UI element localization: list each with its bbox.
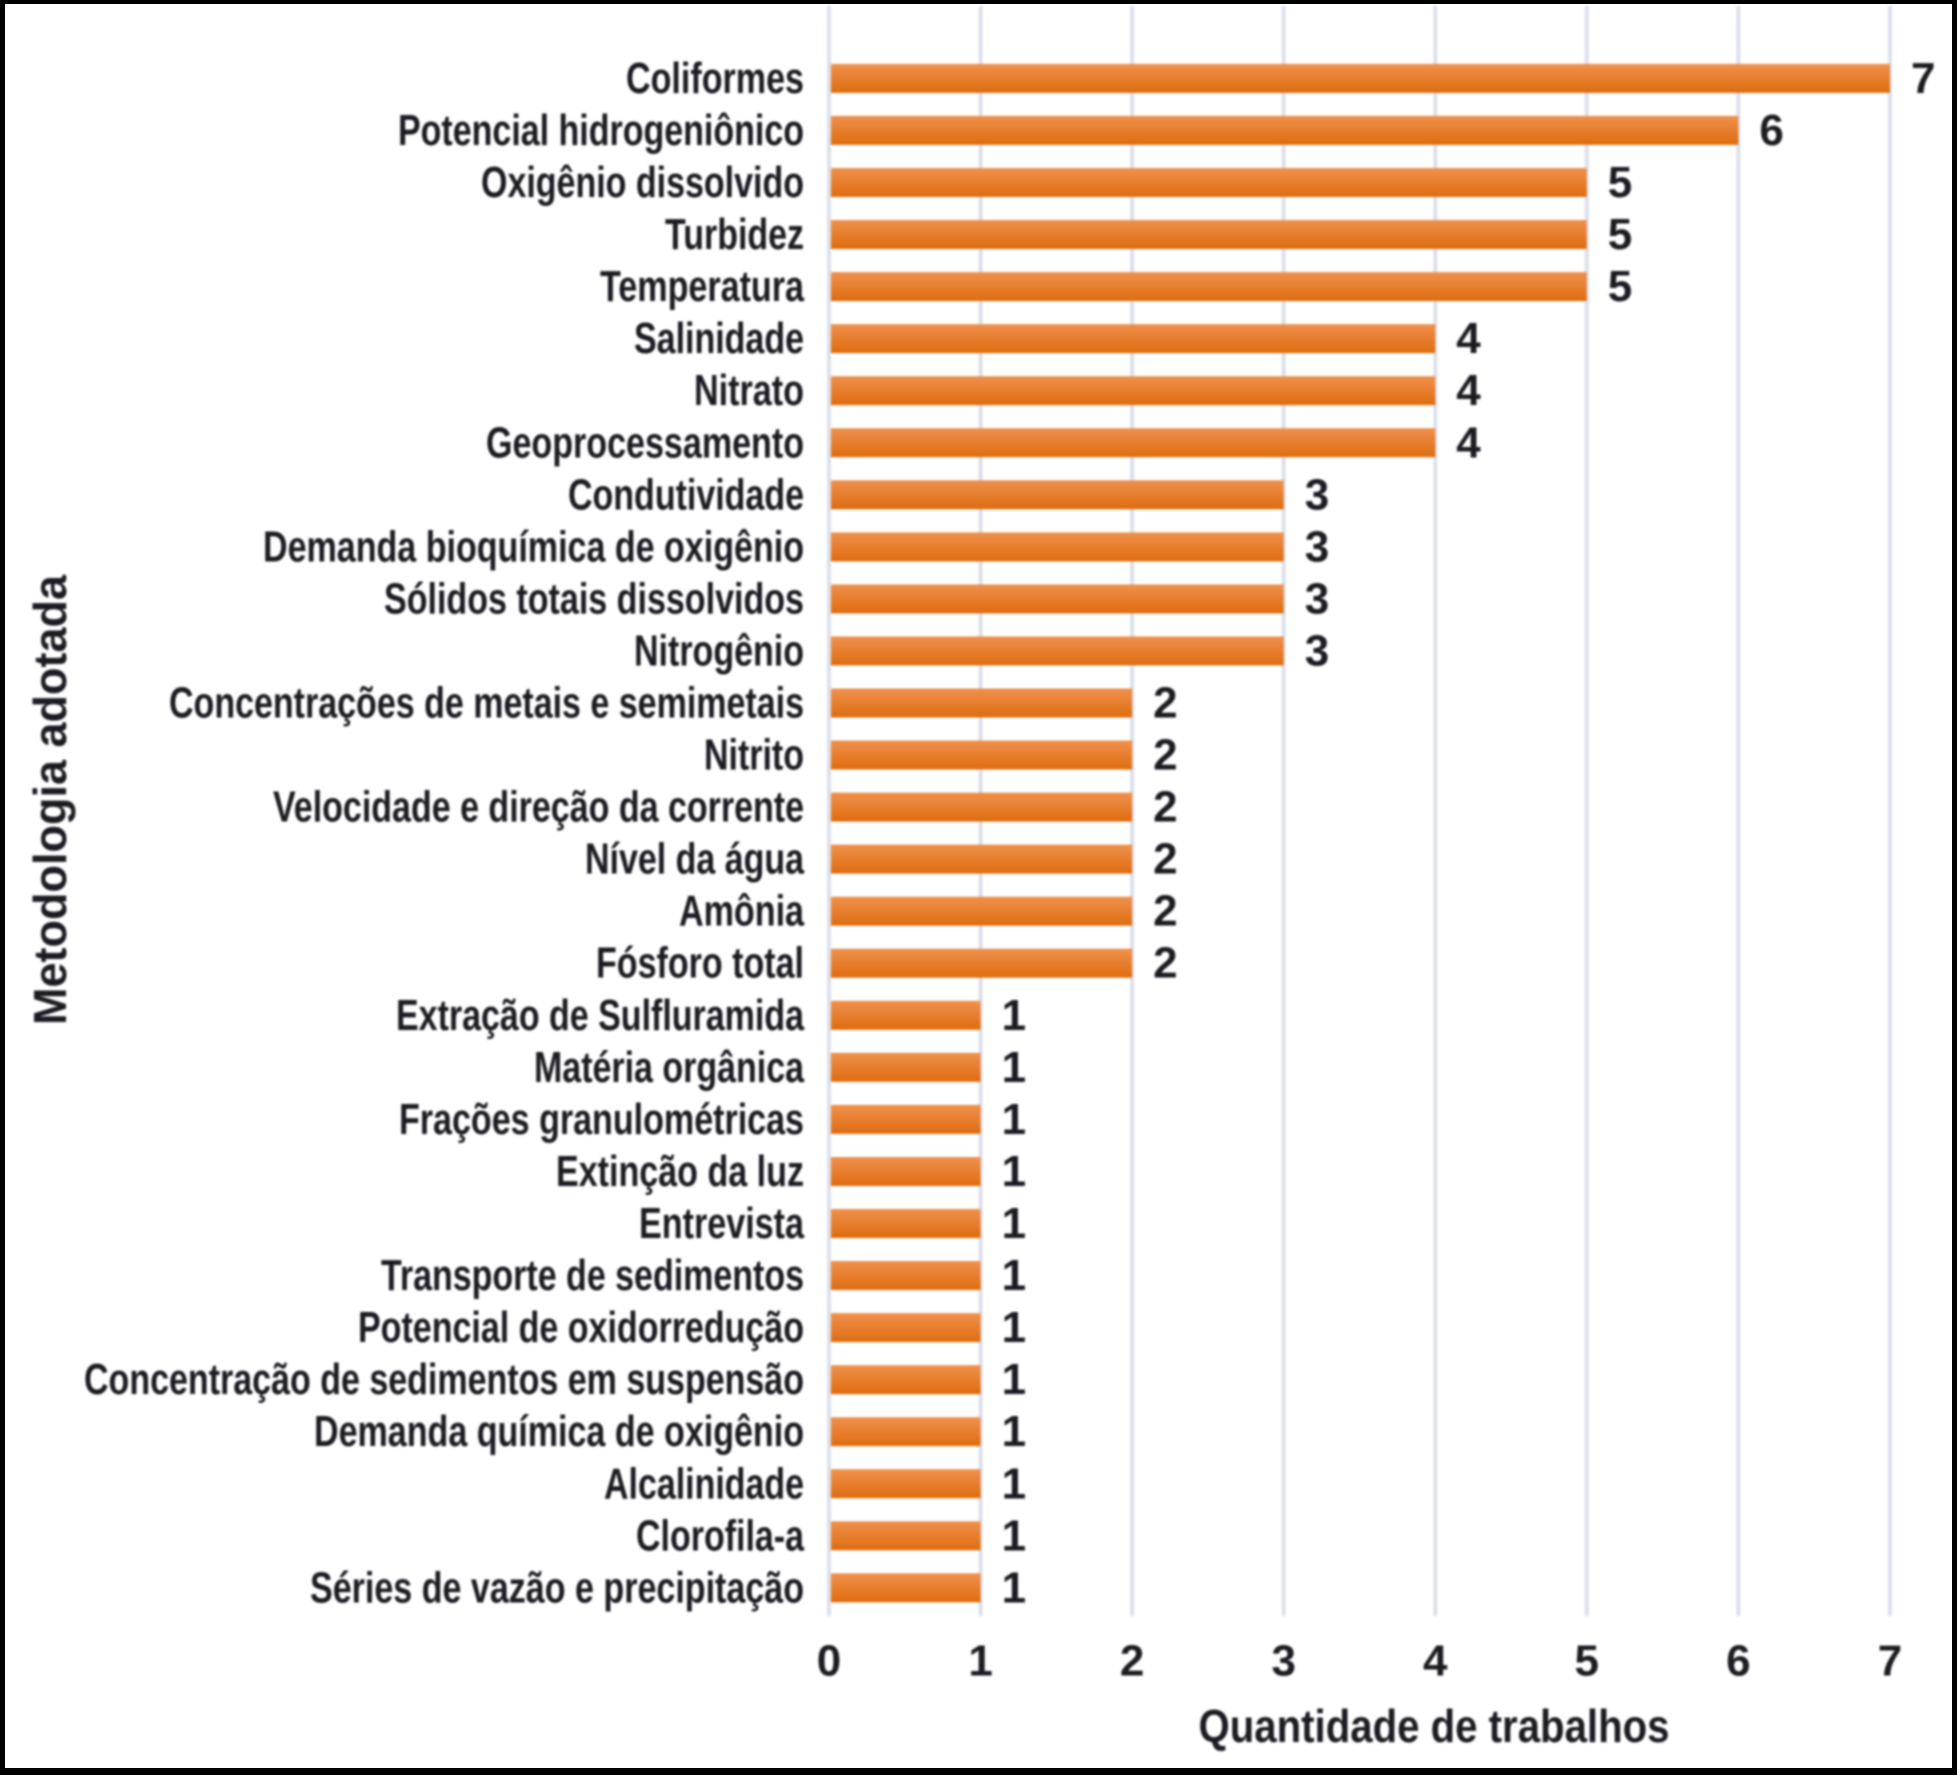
svg-text:Clorofila-a: Clorofila-a bbox=[636, 1511, 804, 1560]
svg-text:2: 2 bbox=[1153, 679, 1177, 728]
svg-text:4: 4 bbox=[1456, 314, 1481, 363]
svg-text:Oxigênio dissolvido: Oxigênio dissolvido bbox=[481, 158, 804, 207]
svg-text:1: 1 bbox=[1002, 1095, 1026, 1144]
svg-text:2: 2 bbox=[1153, 887, 1177, 936]
svg-text:Entrevista: Entrevista bbox=[639, 1199, 804, 1248]
svg-text:Concentração de sedimentos em: Concentração de sedimentos em suspensão bbox=[84, 1355, 804, 1404]
svg-text:1: 1 bbox=[1002, 1407, 1026, 1456]
svg-text:Amônia: Amônia bbox=[679, 887, 804, 936]
svg-text:1: 1 bbox=[1002, 1251, 1026, 1300]
svg-text:Séries de vazão e precipitação: Séries de vazão e precipitação bbox=[310, 1563, 804, 1612]
svg-text:2: 2 bbox=[1153, 835, 1177, 884]
svg-text:Nitrato: Nitrato bbox=[694, 366, 804, 415]
svg-text:Concentrações de metais e semi: Concentrações de metais e semimetais bbox=[169, 679, 804, 728]
svg-text:Potencial hidrogeniônico: Potencial hidrogeniônico bbox=[398, 106, 804, 155]
svg-text:Matéria orgânica: Matéria orgânica bbox=[534, 1043, 804, 1092]
svg-text:Velocidade e direção da corren: Velocidade e direção da corrente bbox=[273, 783, 804, 832]
svg-text:0: 0 bbox=[817, 1637, 841, 1686]
svg-text:3: 3 bbox=[1305, 574, 1329, 623]
svg-text:Temperatura: Temperatura bbox=[600, 262, 804, 311]
svg-text:Potencial de oxidorredução: Potencial de oxidorredução bbox=[358, 1303, 804, 1352]
svg-text:Alcalinidade: Alcalinidade bbox=[604, 1459, 804, 1508]
svg-text:5: 5 bbox=[1575, 1637, 1599, 1686]
svg-text:Metodologia adotada: Metodologia adotada bbox=[24, 575, 76, 1025]
svg-text:Geoprocessamento: Geoprocessamento bbox=[486, 418, 804, 467]
svg-text:1: 1 bbox=[1002, 1043, 1026, 1092]
svg-text:7: 7 bbox=[1878, 1637, 1902, 1686]
svg-text:3: 3 bbox=[1271, 1637, 1295, 1686]
svg-text:1: 1 bbox=[968, 1637, 992, 1686]
svg-text:1: 1 bbox=[1002, 1147, 1026, 1196]
svg-text:5: 5 bbox=[1608, 158, 1632, 207]
svg-text:3: 3 bbox=[1305, 522, 1329, 571]
svg-text:Sólidos totais dissolvidos: Sólidos totais dissolvidos bbox=[384, 574, 804, 623]
svg-text:Coliformes: Coliformes bbox=[626, 54, 804, 103]
svg-text:1: 1 bbox=[1002, 1563, 1026, 1612]
svg-text:Turbidez: Turbidez bbox=[665, 210, 804, 259]
svg-text:2: 2 bbox=[1153, 783, 1177, 832]
svg-text:Salinidade: Salinidade bbox=[634, 314, 804, 363]
svg-text:Extração de Sulfluramida: Extração de Sulfluramida bbox=[396, 991, 804, 1040]
svg-text:1: 1 bbox=[1002, 1355, 1026, 1404]
svg-text:2: 2 bbox=[1153, 731, 1177, 780]
svg-text:6: 6 bbox=[1759, 106, 1783, 155]
svg-text:Nitrito: Nitrito bbox=[704, 731, 804, 780]
svg-text:Nitrogênio: Nitrogênio bbox=[634, 626, 804, 675]
svg-text:Transporte de sedimentos: Transporte de sedimentos bbox=[381, 1251, 804, 1300]
svg-text:1: 1 bbox=[1002, 1303, 1026, 1352]
svg-text:Demanda química de oxigênio: Demanda química de oxigênio bbox=[314, 1407, 804, 1456]
svg-text:Quantidade de trabalhos: Quantidade de trabalhos bbox=[1199, 1700, 1670, 1752]
svg-text:1: 1 bbox=[1002, 1511, 1026, 1560]
svg-text:1: 1 bbox=[1002, 1459, 1026, 1508]
svg-text:5: 5 bbox=[1608, 262, 1632, 311]
svg-text:Extinção da luz: Extinção da luz bbox=[556, 1147, 804, 1196]
svg-text:3: 3 bbox=[1305, 626, 1329, 675]
svg-text:7: 7 bbox=[1911, 54, 1935, 103]
svg-text:4: 4 bbox=[1456, 418, 1481, 467]
svg-text:1: 1 bbox=[1002, 1199, 1026, 1248]
svg-text:Fósforo total: Fósforo total bbox=[596, 939, 804, 988]
svg-text:Condutividade: Condutividade bbox=[568, 470, 804, 519]
svg-text:3: 3 bbox=[1305, 470, 1329, 519]
svg-text:1: 1 bbox=[1002, 991, 1026, 1040]
svg-text:5: 5 bbox=[1608, 210, 1632, 259]
svg-text:Frações granulométricas: Frações granulométricas bbox=[399, 1095, 804, 1144]
svg-text:6: 6 bbox=[1726, 1637, 1750, 1686]
svg-text:4: 4 bbox=[1456, 366, 1481, 415]
svg-text:Demanda bioquímica de oxigênio: Demanda bioquímica de oxigênio bbox=[263, 522, 804, 571]
svg-text:4: 4 bbox=[1423, 1637, 1448, 1686]
svg-text:2: 2 bbox=[1153, 939, 1177, 988]
svg-text:2: 2 bbox=[1120, 1637, 1144, 1686]
svg-text:Nível da água: Nível da água bbox=[585, 835, 804, 884]
